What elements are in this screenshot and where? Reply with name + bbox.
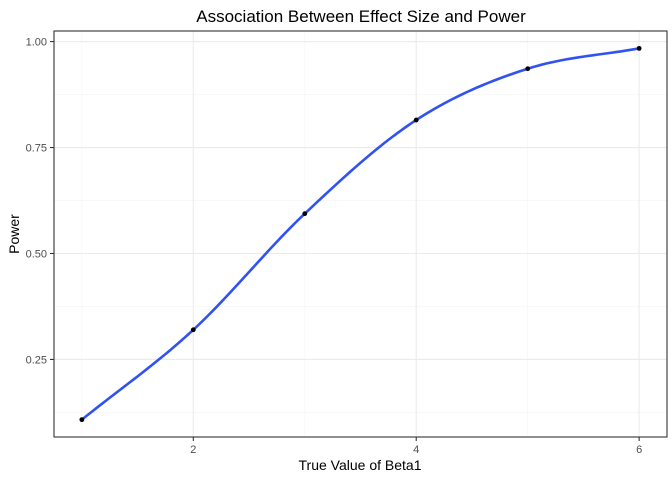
data-point: [636, 45, 642, 51]
data-point: [413, 117, 419, 123]
data-point: [525, 66, 531, 72]
series-points: [79, 45, 642, 423]
x-tick-label: 2: [190, 444, 196, 456]
x-axis-title: True Value of Beta1: [299, 457, 422, 473]
grid: [54, 31, 667, 437]
data-point: [79, 417, 85, 423]
chart-title: Association Between Effect Size and Powe…: [196, 7, 526, 26]
data-point: [302, 211, 308, 217]
y-tick-label: 0.25: [26, 354, 47, 366]
y-tick-label: 0.75: [26, 143, 47, 155]
series-line: [81, 47, 640, 421]
y-axis-title: Power: [6, 214, 22, 254]
data-point: [190, 327, 196, 333]
y-tick-label: 0.50: [26, 248, 47, 260]
x-tick-label: 4: [413, 444, 419, 456]
series-line-layer: [81, 47, 640, 421]
y-tick-label: 1.00: [26, 37, 47, 49]
axis-ticks: 2 4 6 0.25 0.50 0.75 1.00: [26, 37, 643, 456]
panel-border: [53, 30, 668, 438]
x-tick-label: 6: [636, 444, 642, 456]
